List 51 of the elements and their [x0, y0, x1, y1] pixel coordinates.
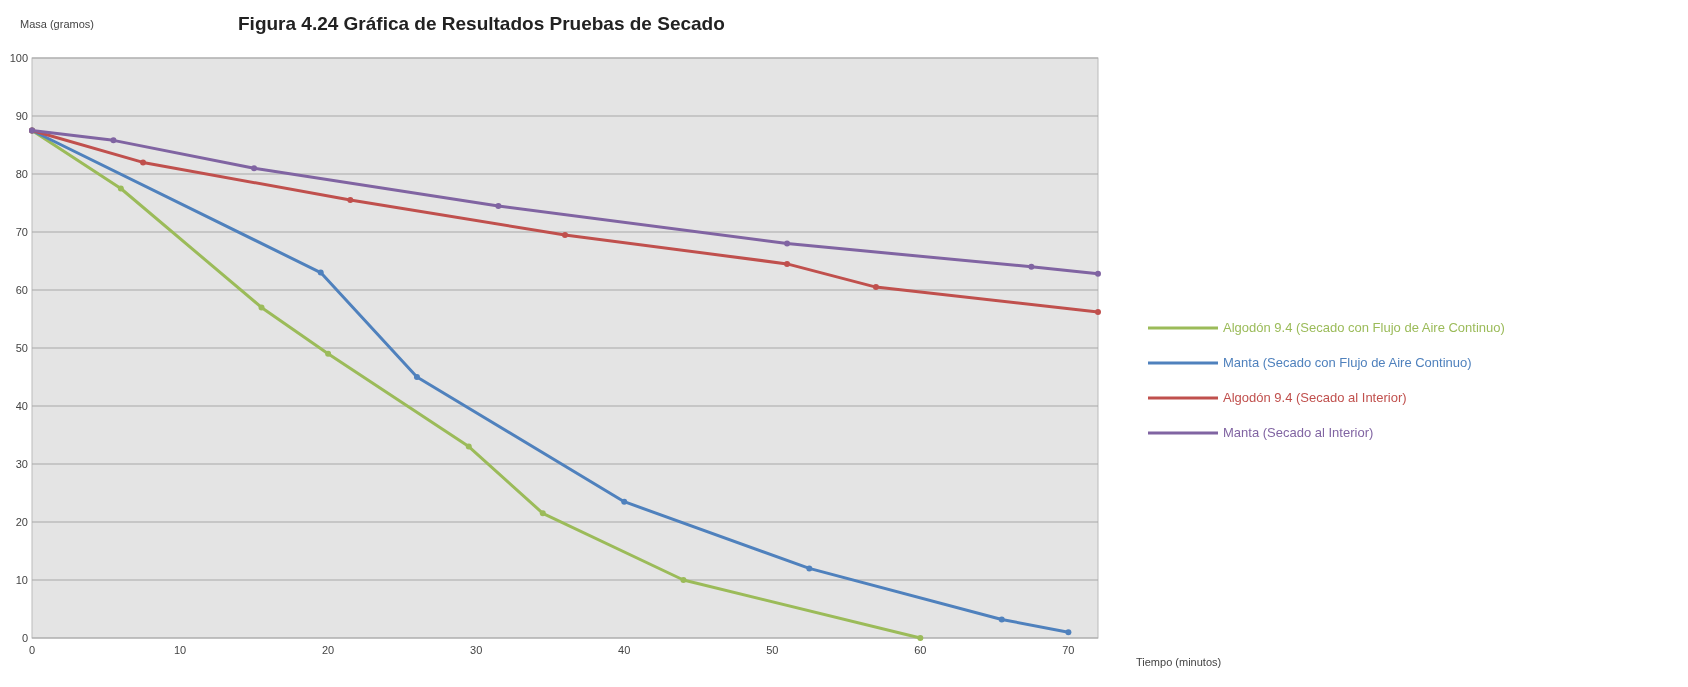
x-tick-label: 60: [914, 644, 927, 656]
point: [1095, 309, 1101, 316]
point: [465, 443, 472, 450]
y-tick-label: 80: [15, 168, 28, 180]
point: [110, 137, 117, 144]
y-tick-label: 50: [15, 342, 28, 354]
point: [325, 350, 332, 357]
point: [347, 197, 354, 204]
point: [621, 498, 628, 505]
text: Algodón 9.4 (Secado al Interior): [1223, 390, 1407, 405]
point: [495, 202, 502, 209]
point: [1095, 270, 1101, 277]
x-tick-label: 0: [28, 644, 36, 656]
x-tick-label: 20: [321, 644, 335, 656]
point: [251, 165, 258, 172]
point: [117, 185, 124, 192]
y-tick-label: 30: [15, 458, 28, 470]
y-tick-label: 70: [15, 226, 28, 238]
point: [539, 510, 546, 517]
y-tick-label: 100: [9, 52, 28, 64]
y-axis-title: Masa (gramos): [20, 18, 94, 30]
x-tick-label: 50: [766, 644, 779, 656]
point: [140, 159, 147, 166]
point: [562, 231, 568, 238]
point: [1028, 263, 1035, 270]
x-tick-label: 10: [173, 644, 187, 656]
point: [680, 577, 687, 583]
y-tick-label: 60: [15, 284, 28, 296]
y-tick-label: 20: [15, 516, 28, 528]
text: Manta (Secado con Flujo de Aire Continuo): [1223, 355, 1472, 370]
y-tick-label: 90: [15, 110, 28, 122]
point: [806, 565, 813, 572]
x-tick-label: 30: [470, 644, 483, 656]
x-tick-label: 70: [1062, 644, 1075, 656]
point: [1065, 629, 1072, 636]
point: [784, 260, 791, 267]
point: [872, 284, 879, 291]
point: [784, 240, 791, 247]
chart-title: Figura 4.24 Gráfica de Resultados Pruebas de Secado: [238, 13, 725, 34]
y-tick-label: 0: [21, 632, 28, 644]
point: [258, 304, 265, 311]
y-tick-label: 40: [15, 400, 28, 412]
point: [998, 616, 1005, 623]
point: [413, 374, 420, 380]
point: [317, 269, 324, 276]
point: [917, 635, 924, 641]
x-axis-title: Tiempo (minutos): [1136, 656, 1222, 668]
text: Algodón 9.4 (Secado con Flujo de Aire Continuo): [1223, 320, 1505, 335]
x-tick-label: 40: [618, 644, 631, 656]
text: Manta (Secado al Interior): [1223, 425, 1374, 440]
y-tick-label: 10: [15, 574, 28, 586]
